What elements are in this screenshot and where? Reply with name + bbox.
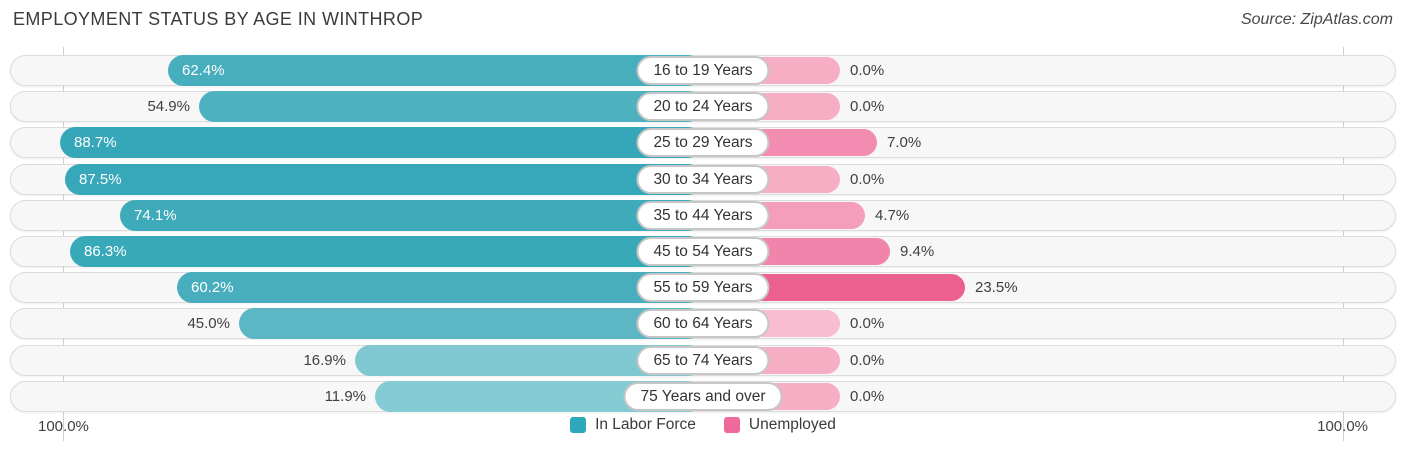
unemployed-value-label: 0.0%: [850, 315, 885, 332]
unemployed-value-label: 0.0%: [850, 388, 885, 405]
unemployed-value-label: 0.0%: [850, 352, 885, 369]
age-group-label: 25 to 29 Years: [636, 128, 770, 157]
age-group-label: 55 to 59 Years: [636, 273, 770, 302]
chart-legend: In Labor Force Unemployed: [0, 416, 1406, 434]
unemployed-value-label: 4.7%: [875, 207, 910, 224]
age-group-label: 16 to 19 Years: [636, 56, 770, 85]
unemployed-value-label: 23.5%: [975, 279, 1018, 296]
unemployed-value-label: 0.0%: [850, 171, 885, 188]
unemployed-value-label: 9.4%: [900, 243, 935, 260]
labor-force-value-label: 86.3%: [84, 243, 127, 260]
labor-force-bar[interactable]: [120, 200, 703, 231]
chart-row: 86.3% 9.4% 45 to 54 Years: [10, 236, 1396, 267]
chart-row: 16.9% 0.0% 65 to 74 Years: [10, 345, 1396, 376]
age-group-label: 45 to 54 Years: [636, 237, 770, 266]
unemployed-swatch-icon: [723, 417, 740, 433]
labor-force-bar[interactable]: [65, 164, 703, 195]
chart-row: 45.0% 0.0% 60 to 64 Years: [10, 308, 1396, 339]
axis-max-left: 100.0%: [38, 418, 89, 435]
axis-max-right: 100.0%: [1317, 418, 1368, 435]
unemployed-value-label: 7.0%: [887, 134, 922, 151]
chart-row: 74.1% 4.7% 35 to 44 Years: [10, 200, 1396, 231]
labor-force-bar[interactable]: [70, 236, 703, 267]
unemployed-value-label: 0.0%: [850, 62, 885, 79]
chart-row: 54.9% 0.0% 20 to 24 Years: [10, 91, 1396, 122]
labor-force-value-label: 45.0%: [187, 315, 230, 332]
legend-item-unemployed: Unemployed: [723, 416, 836, 434]
labor-force-bar[interactable]: [60, 127, 703, 158]
labor-force-value-label: 16.9%: [303, 352, 346, 369]
legend-item-in-labor-force: In Labor Force: [570, 416, 696, 434]
chart-row: 87.5% 0.0% 30 to 34 Years: [10, 164, 1396, 195]
unemployed-value-label: 0.0%: [850, 98, 885, 115]
labor-force-value-label: 54.9%: [147, 98, 190, 115]
chart-row: 11.9% 0.0% 75 Years and over: [10, 381, 1396, 412]
legend-label: Unemployed: [748, 416, 836, 433]
chart-row: 62.4% 0.0% 16 to 19 Years: [10, 55, 1396, 86]
labor-force-bar[interactable]: [239, 308, 703, 339]
page-title: EMPLOYMENT STATUS BY AGE IN WINTHROP: [13, 9, 424, 29]
labor-force-value-label: 62.4%: [182, 62, 225, 79]
labor-force-bar[interactable]: [168, 55, 703, 86]
source-attribution: Source: ZipAtlas.com: [1240, 11, 1393, 28]
age-group-label: 65 to 74 Years: [636, 346, 770, 375]
labor-force-value-label: 74.1%: [134, 207, 177, 224]
age-group-label: 30 to 34 Years: [636, 165, 770, 194]
labor-force-value-label: 11.9%: [324, 388, 366, 405]
labor-force-swatch-icon: [570, 417, 587, 433]
age-group-label: 75 Years and over: [623, 382, 783, 411]
legend-label: In Labor Force: [595, 416, 696, 433]
chart-row: 60.2% 23.5% 55 to 59 Years: [10, 272, 1396, 303]
labor-force-bar[interactable]: [177, 272, 703, 303]
age-group-label: 60 to 64 Years: [636, 309, 770, 338]
age-group-label: 35 to 44 Years: [636, 201, 770, 230]
labor-force-bar[interactable]: [199, 91, 703, 122]
chart-row: 88.7% 7.0% 25 to 29 Years: [10, 127, 1396, 158]
labor-force-value-label: 87.5%: [79, 171, 122, 188]
age-group-label: 20 to 24 Years: [636, 92, 770, 121]
labor-force-value-label: 60.2%: [191, 279, 234, 296]
labor-force-value-label: 88.7%: [74, 134, 117, 151]
